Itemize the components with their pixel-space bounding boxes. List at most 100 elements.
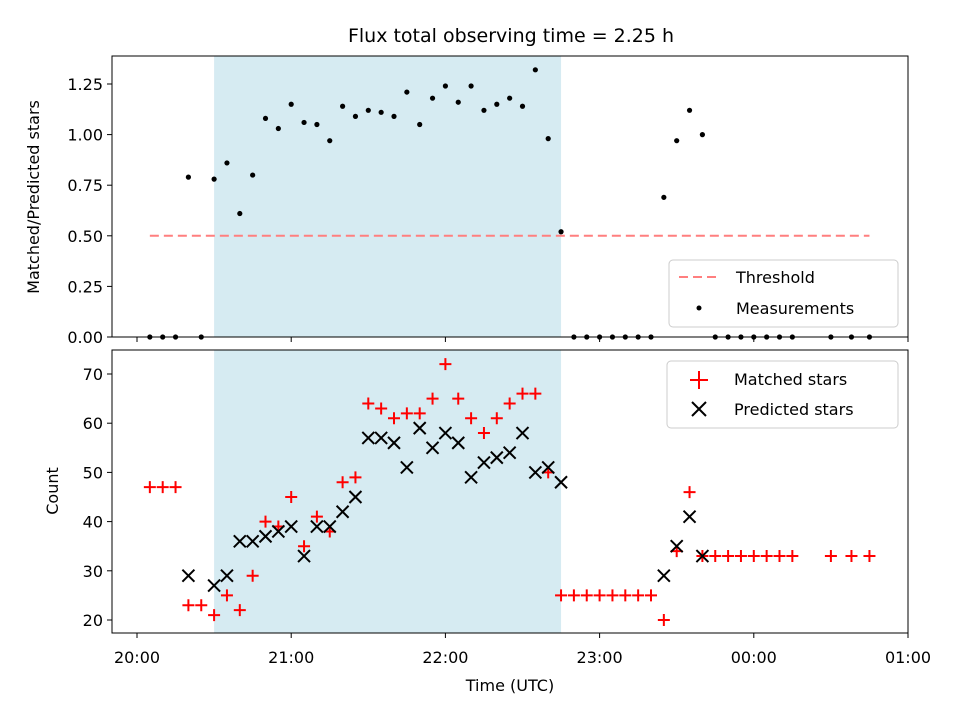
bottom-x-tick-label: 21:00: [268, 648, 314, 667]
top-y-tick-label: 0.50: [67, 227, 103, 246]
measurement-point: [352, 113, 359, 119]
top-y-tick-label: 0.75: [67, 176, 103, 195]
matched-star-point: [824, 550, 837, 563]
measurement-point: [507, 95, 513, 101]
matched-star-point: [734, 550, 747, 563]
measurement-point: [378, 109, 384, 115]
measurement-point: [185, 174, 191, 180]
top-y-tick-label: 0.00: [67, 328, 103, 347]
predicted-star-point: [207, 578, 221, 593]
predicted-legend-swatch: [691, 401, 707, 417]
matched-star-point: [336, 476, 349, 489]
top-y-axis-label: Matched/Predicted stars: [24, 100, 43, 294]
measurement-point: [391, 113, 397, 119]
bottom-legend: Matched stars Predicted stars: [666, 360, 899, 429]
measurements-legend-label: Measurements: [736, 299, 854, 318]
bottom-panel: 20 30 40 50 60 70 20:00 21:00 22:00 23:00 00:00 01…: [43, 349, 931, 695]
bottom-y-axis-label: Count: [43, 467, 62, 515]
predicted-star-point: [502, 446, 517, 460]
matched-star-point: [413, 407, 426, 420]
matched-star-point: [426, 392, 439, 405]
bottom-x-ticks: 20:00 21:00 22:00 23:00 00:00 01:00: [114, 633, 931, 667]
matched-star-point: [452, 392, 465, 405]
predicted-star-point: [400, 460, 414, 475]
predicted-star-point: [284, 519, 298, 534]
bottom-y-ticks: 20 30 40 50 60 70: [83, 365, 112, 630]
predicted-star-point: [233, 534, 247, 548]
measurement-point: [417, 121, 423, 128]
matched-star-point: [298, 540, 311, 553]
matched-star-point: [375, 402, 388, 415]
measurement-point: [404, 89, 410, 95]
measurement-point: [211, 176, 217, 182]
predicted-star-point: [669, 539, 684, 553]
measurement-point: [686, 107, 693, 113]
top-panel: 0.00 0.25 0.50 0.75 1.00 1.25 Matched/Predict…: [24, 55, 909, 347]
predicted-star-point: [438, 426, 453, 440]
matched-star-point: [786, 550, 799, 563]
matched-star-point: [863, 550, 876, 563]
top-y-ticks: 0.00 0.25 0.50 0.75 1.00 1.25: [67, 75, 112, 347]
matched-star-point: [632, 589, 645, 602]
measurement-point: [494, 101, 500, 107]
matched-star-point: [388, 412, 400, 425]
measurement-point: [674, 138, 680, 144]
measurement-point: [468, 83, 474, 89]
predicted-star-point: [310, 519, 324, 534]
predicted-star-point: [425, 441, 440, 455]
top-y-tick-label: 0.25: [67, 277, 103, 296]
bottom-x-tick-label: 22:00: [422, 648, 468, 667]
predicted-star-point: [297, 549, 311, 563]
matched-star-point: [555, 589, 568, 602]
measurements-legend-swatch: [696, 305, 702, 311]
predicted-star-point: [258, 529, 273, 544]
measurement-point: [429, 95, 436, 101]
matched-star-point: [233, 604, 246, 617]
measurement-point: [545, 136, 551, 142]
predicted-star-point: [335, 505, 350, 519]
matched-legend-swatch: [690, 371, 708, 389]
matched-star-point: [156, 481, 169, 494]
matched-star-point: [567, 589, 580, 602]
measurement-point: [365, 107, 371, 113]
predicted-star-point: [323, 519, 337, 534]
predicted-star-point: [515, 426, 530, 440]
matched-star-point: [169, 481, 182, 494]
predicted-star-point: [271, 524, 286, 539]
predicted-star-point: [220, 569, 234, 583]
predicted-star-point: [348, 490, 363, 504]
predicted-star-point: [682, 509, 697, 524]
predicted-star-point: [387, 436, 401, 450]
bottom-y-tick-label: 70: [83, 365, 103, 384]
measurement-point: [301, 119, 307, 126]
matched-star-point: [246, 569, 259, 582]
measurement-point: [481, 107, 487, 113]
top-plot-frame: [111, 55, 909, 338]
matched-star-point: [477, 427, 490, 440]
predicted-star-point: [528, 465, 543, 480]
matched-star-point: [580, 589, 593, 602]
predicted-star-point: [477, 455, 491, 470]
chart-title: Flux total observing time = 2.25 h: [348, 25, 674, 47]
matched-star-point: [645, 589, 657, 602]
matched-star-point: [619, 589, 632, 602]
predicted-star-point: [412, 421, 427, 435]
top-legend-box: [668, 259, 899, 328]
matched-star-point: [285, 491, 298, 503]
bottom-plot-frame: [111, 349, 909, 634]
matched-star-point: [439, 358, 452, 371]
predicted-legend-label: Predicted stars: [734, 400, 854, 419]
matched-star-point: [349, 471, 362, 484]
matched-star-point: [606, 589, 619, 602]
bottom-x-tick-label: 23:00: [577, 648, 623, 667]
bottom-y-tick-label: 30: [83, 562, 103, 581]
predicted-star-point: [361, 431, 376, 445]
predicted-star-point: [490, 450, 504, 465]
matched-star-point: [400, 407, 413, 420]
measurement-point: [275, 125, 281, 132]
measurement-point: [532, 67, 538, 73]
measurement-point: [314, 121, 320, 128]
measurement-point: [237, 210, 243, 217]
matched-star-point: [593, 589, 606, 602]
